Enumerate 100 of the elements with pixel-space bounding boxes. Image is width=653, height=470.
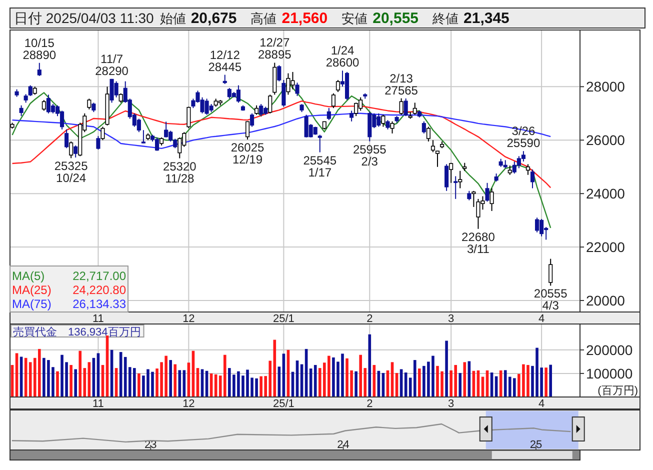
candlestick [69,140,74,159]
annotation: 12/19 [232,152,263,166]
candlestick [114,80,118,98]
annotation: 25590 [506,136,540,150]
bar [458,372,462,397]
annotation: 11/7 [100,52,124,66]
candlestick [96,136,100,150]
annotation: 28445 [208,60,242,74]
candlestick [42,100,46,112]
candlestick [236,84,240,104]
text: 高値 [250,11,277,26]
candlestick [74,144,78,158]
candlestick [282,79,286,108]
x-tick-label: 11 [92,313,104,325]
annotation: 24,220.80 [72,283,126,297]
candlestick [268,94,272,114]
bar [56,371,59,397]
y-tick-label: 26000 [586,132,626,148]
text: 21,345 [464,10,510,27]
candlestick [136,118,141,133]
bar [223,354,226,397]
annotation: 3/11 [466,242,490,256]
chart-title: 売買代金 136,934百万円 [13,326,141,338]
x-tick-label: 24 [337,439,350,451]
y-tick-label: 20000 [586,292,626,309]
candlestick [458,170,462,189]
bar [354,371,358,397]
bar [314,364,317,397]
annotation: 22680 [462,230,496,244]
annotation: 28290 [95,64,129,78]
candlestick [245,120,250,140]
candlestick [508,165,512,176]
candlestick [467,190,472,201]
annotation: 2/3 [361,154,378,168]
candlestick [331,92,336,109]
bar [418,368,421,397]
bar [178,370,182,397]
annotation: 28890 [22,48,56,62]
bar [463,362,466,397]
candlestick [422,120,426,134]
annotation: 12/12 [210,48,240,62]
annotation: 20555 [534,286,568,301]
candlestick [87,98,92,110]
bar [74,369,77,397]
annotation: 12/27 [260,36,290,50]
candlestick [444,164,449,192]
candlestick [28,84,32,97]
x-tick-label: 25 [530,439,542,451]
candlestick [472,190,476,208]
y-tick-label: 24000 [586,186,626,202]
candlestick [548,258,553,286]
annotation: 27565 [384,83,418,98]
candlestick [354,102,358,117]
y-axis-title: (百万円) [598,385,638,397]
text: 20,555 [372,10,419,27]
candlestick [295,82,300,97]
y-tick-label: 200000 [586,342,633,358]
candlestick [485,182,490,202]
candlestick [60,110,64,130]
candlestick [368,111,372,142]
text: 20,675 [190,10,237,27]
candlestick [92,102,96,113]
annotation: 1/24 [330,44,354,58]
bar [368,334,372,397]
annotation: 26025 [230,140,265,154]
candlestick [154,136,160,152]
y-tick-label: 22000 [586,239,626,256]
x-tick-label: 3 [448,398,454,410]
candlestick [381,114,386,128]
bar [169,360,172,397]
bar [445,340,448,397]
y-tick-label: 28000 [586,78,626,95]
annotation: 1/17 [308,165,332,180]
annotation: 28895 [258,48,292,62]
x-tick-label: 11 [92,398,104,410]
bar [70,364,72,397]
candlestick [164,121,168,138]
candlestick [454,176,458,200]
candlestick [254,104,259,116]
candlestick [178,136,182,159]
candlestick [526,164,530,176]
candlestick [318,134,322,153]
candlestick [386,120,390,130]
candlestick [449,162,454,184]
x-tick-label: 12 [182,313,195,325]
annotation: 25955 [352,142,387,156]
x-tick-label: 4 [538,398,545,410]
x-tick-label: 2 [366,313,373,325]
chart-title: 日付 2025/04/03 11:30 [14,10,154,26]
bar [413,360,416,397]
annotation: 28600 [326,56,360,70]
x-tick-label: 3 [448,313,454,325]
candlestick [399,98,404,116]
annotation: 4/3 [542,298,560,313]
x-tick-label: 25/1 [272,313,294,325]
candlestick [100,126,105,141]
candlestick [141,130,146,144]
annotation: 11/28 [165,171,195,186]
candlestick [521,150,526,162]
candlestick [426,126,430,142]
